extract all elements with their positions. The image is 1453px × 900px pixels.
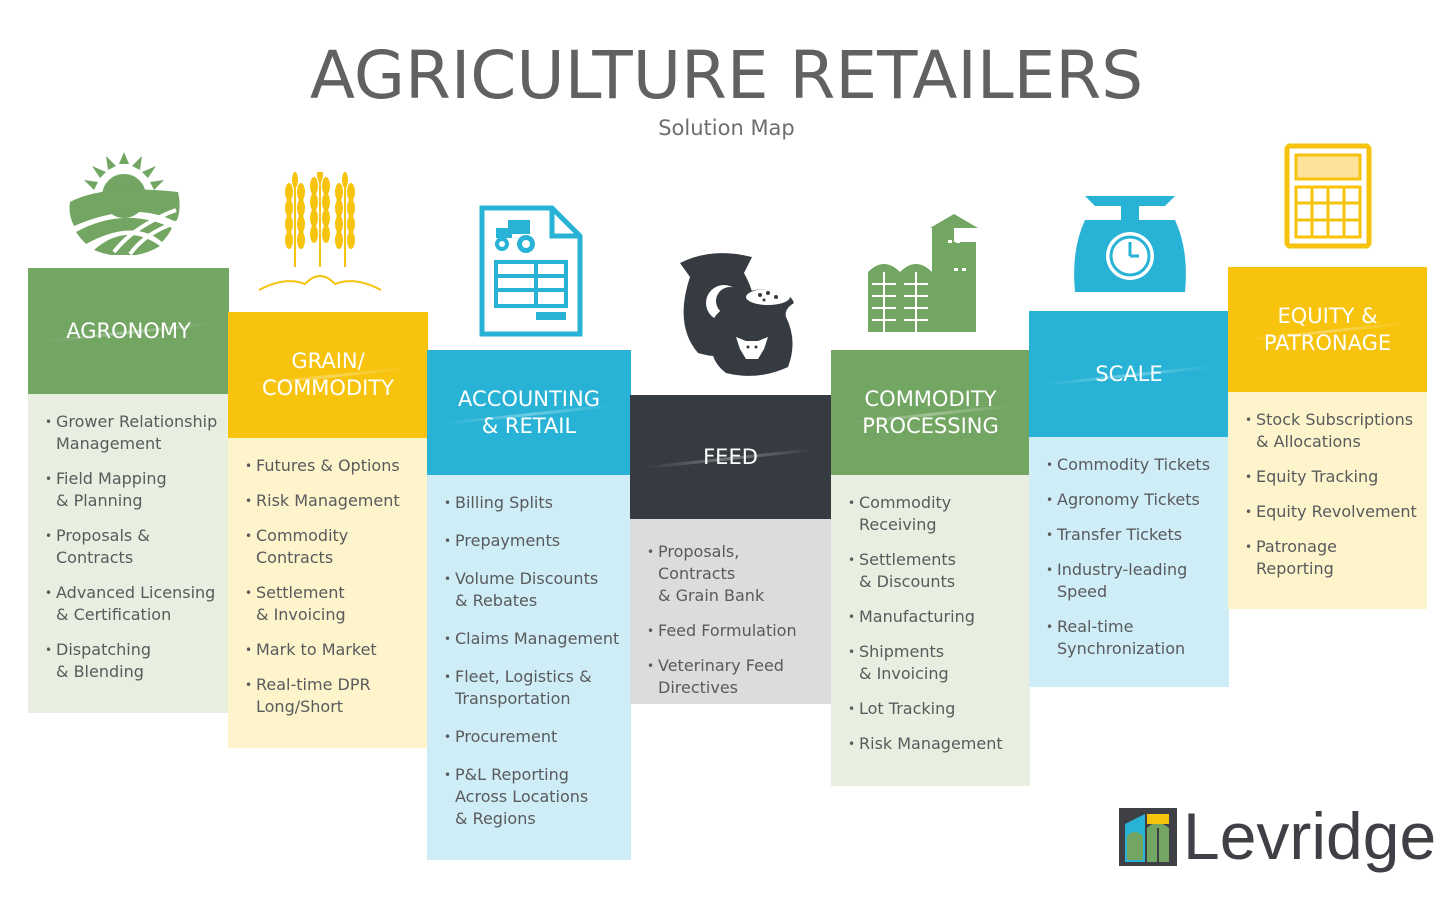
column-body: Proposals, Contracts & Grain Bank Feed F…	[630, 519, 831, 704]
column-title: SCALE	[1095, 361, 1163, 386]
column-accounting: ACCOUNTING & RETAIL Billing Splits Prepa…	[427, 350, 631, 860]
column-title: COMMODITY PROCESSING	[862, 386, 999, 438]
column-body: Commodity Tickets Agronomy Tickets Trans…	[1029, 437, 1229, 687]
list-item: Procurement	[444, 726, 621, 748]
list-item: Risk Management	[848, 733, 1020, 755]
levridge-logo-icon	[1119, 808, 1177, 866]
list-item: Proposals & Contracts	[45, 525, 219, 569]
list-item: Proposals, Contracts & Grain Bank	[647, 541, 821, 607]
column-header: GRAIN/ COMMODITY	[228, 312, 428, 438]
list-item: Mark to Market	[245, 639, 418, 661]
wheat-icon	[258, 172, 382, 291]
column-title: AGRONOMY	[66, 318, 191, 343]
column-processing: COMMODITY PROCESSING Commodity Receiving…	[831, 350, 1030, 786]
list-item: Grower Relationship Management	[45, 411, 219, 455]
list-item: Feed Formulation	[647, 620, 821, 642]
column-body: Billing Splits Prepayments Volume Discou…	[427, 475, 631, 860]
invoice-tractor-icon	[479, 205, 583, 337]
brand-name: Levridge	[1183, 799, 1437, 873]
list-item: Fleet, Logistics & Transportation	[444, 666, 621, 710]
list-item: Field Mapping & Planning	[45, 468, 219, 512]
calculator-icon	[1284, 143, 1372, 249]
list-item: Advanced Licensing & Certification	[45, 582, 219, 626]
list-item: Manufacturing	[848, 606, 1020, 628]
column-header: FEED	[630, 395, 831, 519]
column-header: COMMODITY PROCESSING	[831, 350, 1030, 475]
weighing-scale-icon	[1074, 196, 1186, 292]
column-body: Grower Relationship Management Field Map…	[28, 394, 229, 713]
list-item: Dispatching & Blending	[45, 639, 219, 683]
list-item: Industry-leading Speed	[1046, 559, 1219, 603]
list-item: Claims Management	[444, 628, 621, 650]
feed-bags-icon	[680, 253, 794, 376]
list-item: Billing Splits	[444, 492, 621, 514]
column-header: EQUITY & PATRONAGE	[1228, 267, 1427, 392]
list-item: Prepayments	[444, 530, 621, 552]
list-item: Real-time DPR Long/Short	[245, 674, 418, 718]
column-feed: FEED Proposals, Contracts & Grain Bank F…	[630, 395, 831, 704]
list-item: Transfer Tickets	[1046, 524, 1219, 546]
page-title: AGRICULTURE RETAILERS	[309, 37, 1144, 114]
list-item: Settlement & Invoicing	[245, 582, 418, 626]
column-body: Futures & Options Risk Management Commod…	[228, 438, 428, 748]
list-item: P&L Reporting Across Locations & Regions	[444, 764, 621, 830]
list-item: Shipments & Invoicing	[848, 641, 1020, 685]
sun-field-icon	[69, 152, 180, 255]
column-header: AGRONOMY	[28, 268, 229, 394]
list-item: Equity Revolvement	[1245, 501, 1417, 523]
list-item: Real-time Synchronization	[1046, 616, 1219, 660]
list-item: Volume Discounts & Rebates	[444, 568, 621, 612]
column-header: SCALE	[1029, 311, 1229, 437]
list-item: Patronage Reporting	[1245, 536, 1417, 580]
list-item: Commodity Receiving	[848, 492, 1020, 536]
column-title: GRAIN/ COMMODITY	[262, 349, 394, 400]
list-item: Settlements & Discounts	[848, 549, 1020, 593]
column-title: FEED	[703, 444, 758, 469]
column-scale: SCALE Commodity Tickets Agronomy Tickets…	[1029, 311, 1229, 687]
list-item: Risk Management	[245, 490, 418, 512]
column-agronomy: AGRONOMY Grower Relationship Management …	[28, 268, 229, 713]
list-item: Futures & Options	[245, 455, 418, 477]
column-grain: GRAIN/ COMMODITY Futures & Options Risk …	[228, 312, 428, 748]
list-item: Veterinary Feed Directives	[647, 655, 821, 699]
column-title: EQUITY & PATRONAGE	[1263, 303, 1392, 355]
list-item: Stock Subscriptions & Allocations	[1245, 409, 1417, 453]
column-header: ACCOUNTING & RETAIL	[427, 350, 631, 475]
column-equity: EQUITY & PATRONAGE Stock Subscriptions &…	[1228, 267, 1427, 609]
list-item: Lot Tracking	[848, 698, 1020, 720]
page-subtitle: Solution Map	[658, 116, 795, 140]
column-body: Commodity Receiving Settlements & Discou…	[831, 475, 1030, 786]
list-item: Equity Tracking	[1245, 466, 1417, 488]
grain-elevator-icon	[868, 214, 978, 332]
list-item: Agronomy Tickets	[1046, 489, 1219, 511]
list-item: Commodity Tickets	[1046, 454, 1219, 476]
list-item: Commodity Contracts	[245, 525, 418, 569]
column-body: Stock Subscriptions & Allocations Equity…	[1228, 392, 1427, 609]
column-title: ACCOUNTING & RETAIL	[458, 386, 600, 438]
